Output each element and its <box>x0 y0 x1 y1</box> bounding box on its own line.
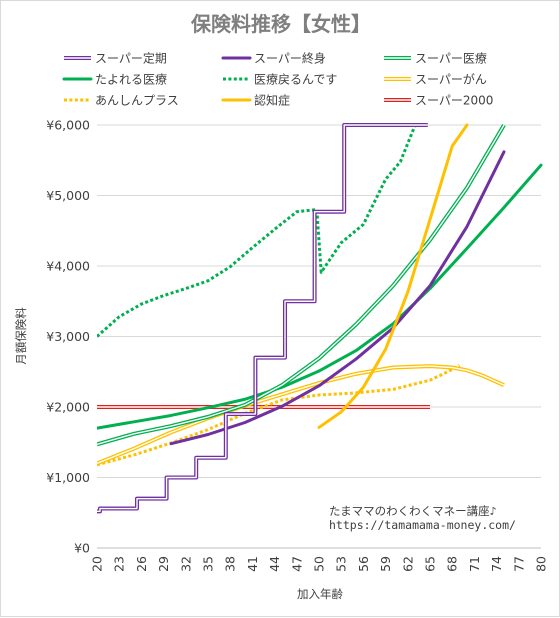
legend-item-7: あんしんプラス <box>64 94 179 108</box>
series-3-line <box>97 123 506 447</box>
x-tick-label: 47 <box>289 556 304 572</box>
x-tick-label: 68 <box>445 556 460 572</box>
watermark-title: たまママのわくわくマネー講座♪ <box>329 504 497 518</box>
x-tick-label: 38 <box>223 556 238 572</box>
legend-item-8: 認知症 <box>221 93 290 108</box>
x-tick-label: 59 <box>378 556 393 572</box>
y-axis-ticks: ¥0 ¥1,000 ¥2,000 ¥3,000 ¥4,000 ¥5,000 ¥6,000 <box>46 118 90 556</box>
watermark-url: https://tamamama-money.com/ <box>329 518 516 532</box>
x-tick-label: 20 <box>90 556 105 572</box>
legend-label: スーパー2000 <box>415 94 493 108</box>
series-8-line <box>317 123 469 429</box>
y-tick-label: ¥4,000 <box>46 259 90 274</box>
x-tick-label: 50 <box>312 556 327 572</box>
legend-item-2: スーパー終身 <box>221 51 326 66</box>
legend-item-4: たよれる医療 <box>62 73 167 87</box>
y-tick-label: ¥2,000 <box>46 400 90 415</box>
plot-lines <box>97 123 543 514</box>
series-5-line <box>97 124 417 338</box>
y-tick-label: ¥0 <box>74 541 90 556</box>
x-tick-label: 65 <box>423 556 438 572</box>
x-tick-label: 44 <box>267 556 282 572</box>
x-tick-label: 62 <box>400 556 415 572</box>
y-axis-title: 月額保険料 <box>14 307 28 365</box>
series-1-line <box>97 123 428 514</box>
legend-item-9: スーパー2000 <box>384 94 493 108</box>
y-tick-label: ¥1,000 <box>46 470 90 485</box>
y-tick-label: ¥6,000 <box>46 118 90 133</box>
x-tick-label: 80 <box>534 556 549 572</box>
x-tick-label: 29 <box>156 556 171 572</box>
x-axis-title: 加入年齢 <box>297 587 343 601</box>
y-tick-label: ¥3,000 <box>46 329 90 344</box>
series-4-line <box>97 163 543 430</box>
legend-label: スーパー医療 <box>415 52 487 66</box>
x-tick-label: 74 <box>489 556 504 572</box>
series-7-line <box>97 364 461 467</box>
x-tick-label: 26 <box>134 556 149 572</box>
x-tick-label: 71 <box>467 556 482 572</box>
x-tick-label: 23 <box>112 556 127 572</box>
legend-label: 認知症 <box>254 93 290 108</box>
x-axis-ticks: 20 23 26 29 32 35 38 41 44 47 50 53 56 59 62 65 68 71 74 77… <box>90 556 549 572</box>
legend-item-1: スーパー定期 <box>64 51 167 66</box>
x-tick-label: 56 <box>356 556 371 572</box>
legend-label: 医療戻るんです <box>254 73 337 87</box>
x-tick-label: 35 <box>201 556 216 572</box>
legend-item-3: スーパー医療 <box>384 52 487 66</box>
x-tick-label: 32 <box>178 556 193 572</box>
x-tick-label: 41 <box>245 556 260 572</box>
x-tick-label: 53 <box>334 556 349 572</box>
legend-label: たよれる医療 <box>95 73 167 87</box>
legend-item-5: 医療戻るんです <box>223 73 337 87</box>
legend-label: スーパー終身 <box>254 51 326 66</box>
legend-label: スーパーがん <box>415 72 487 87</box>
x-tick-label: 77 <box>511 556 526 572</box>
y-tick-label: ¥5,000 <box>46 188 90 203</box>
legend-label: スーパー定期 <box>95 51 167 66</box>
chart-title: 保険料推移【女性】 <box>190 12 371 36</box>
legend-label: あんしんプラス <box>95 94 179 108</box>
legend-item-6: スーパーがん <box>384 72 487 87</box>
series-6-line <box>97 364 505 466</box>
